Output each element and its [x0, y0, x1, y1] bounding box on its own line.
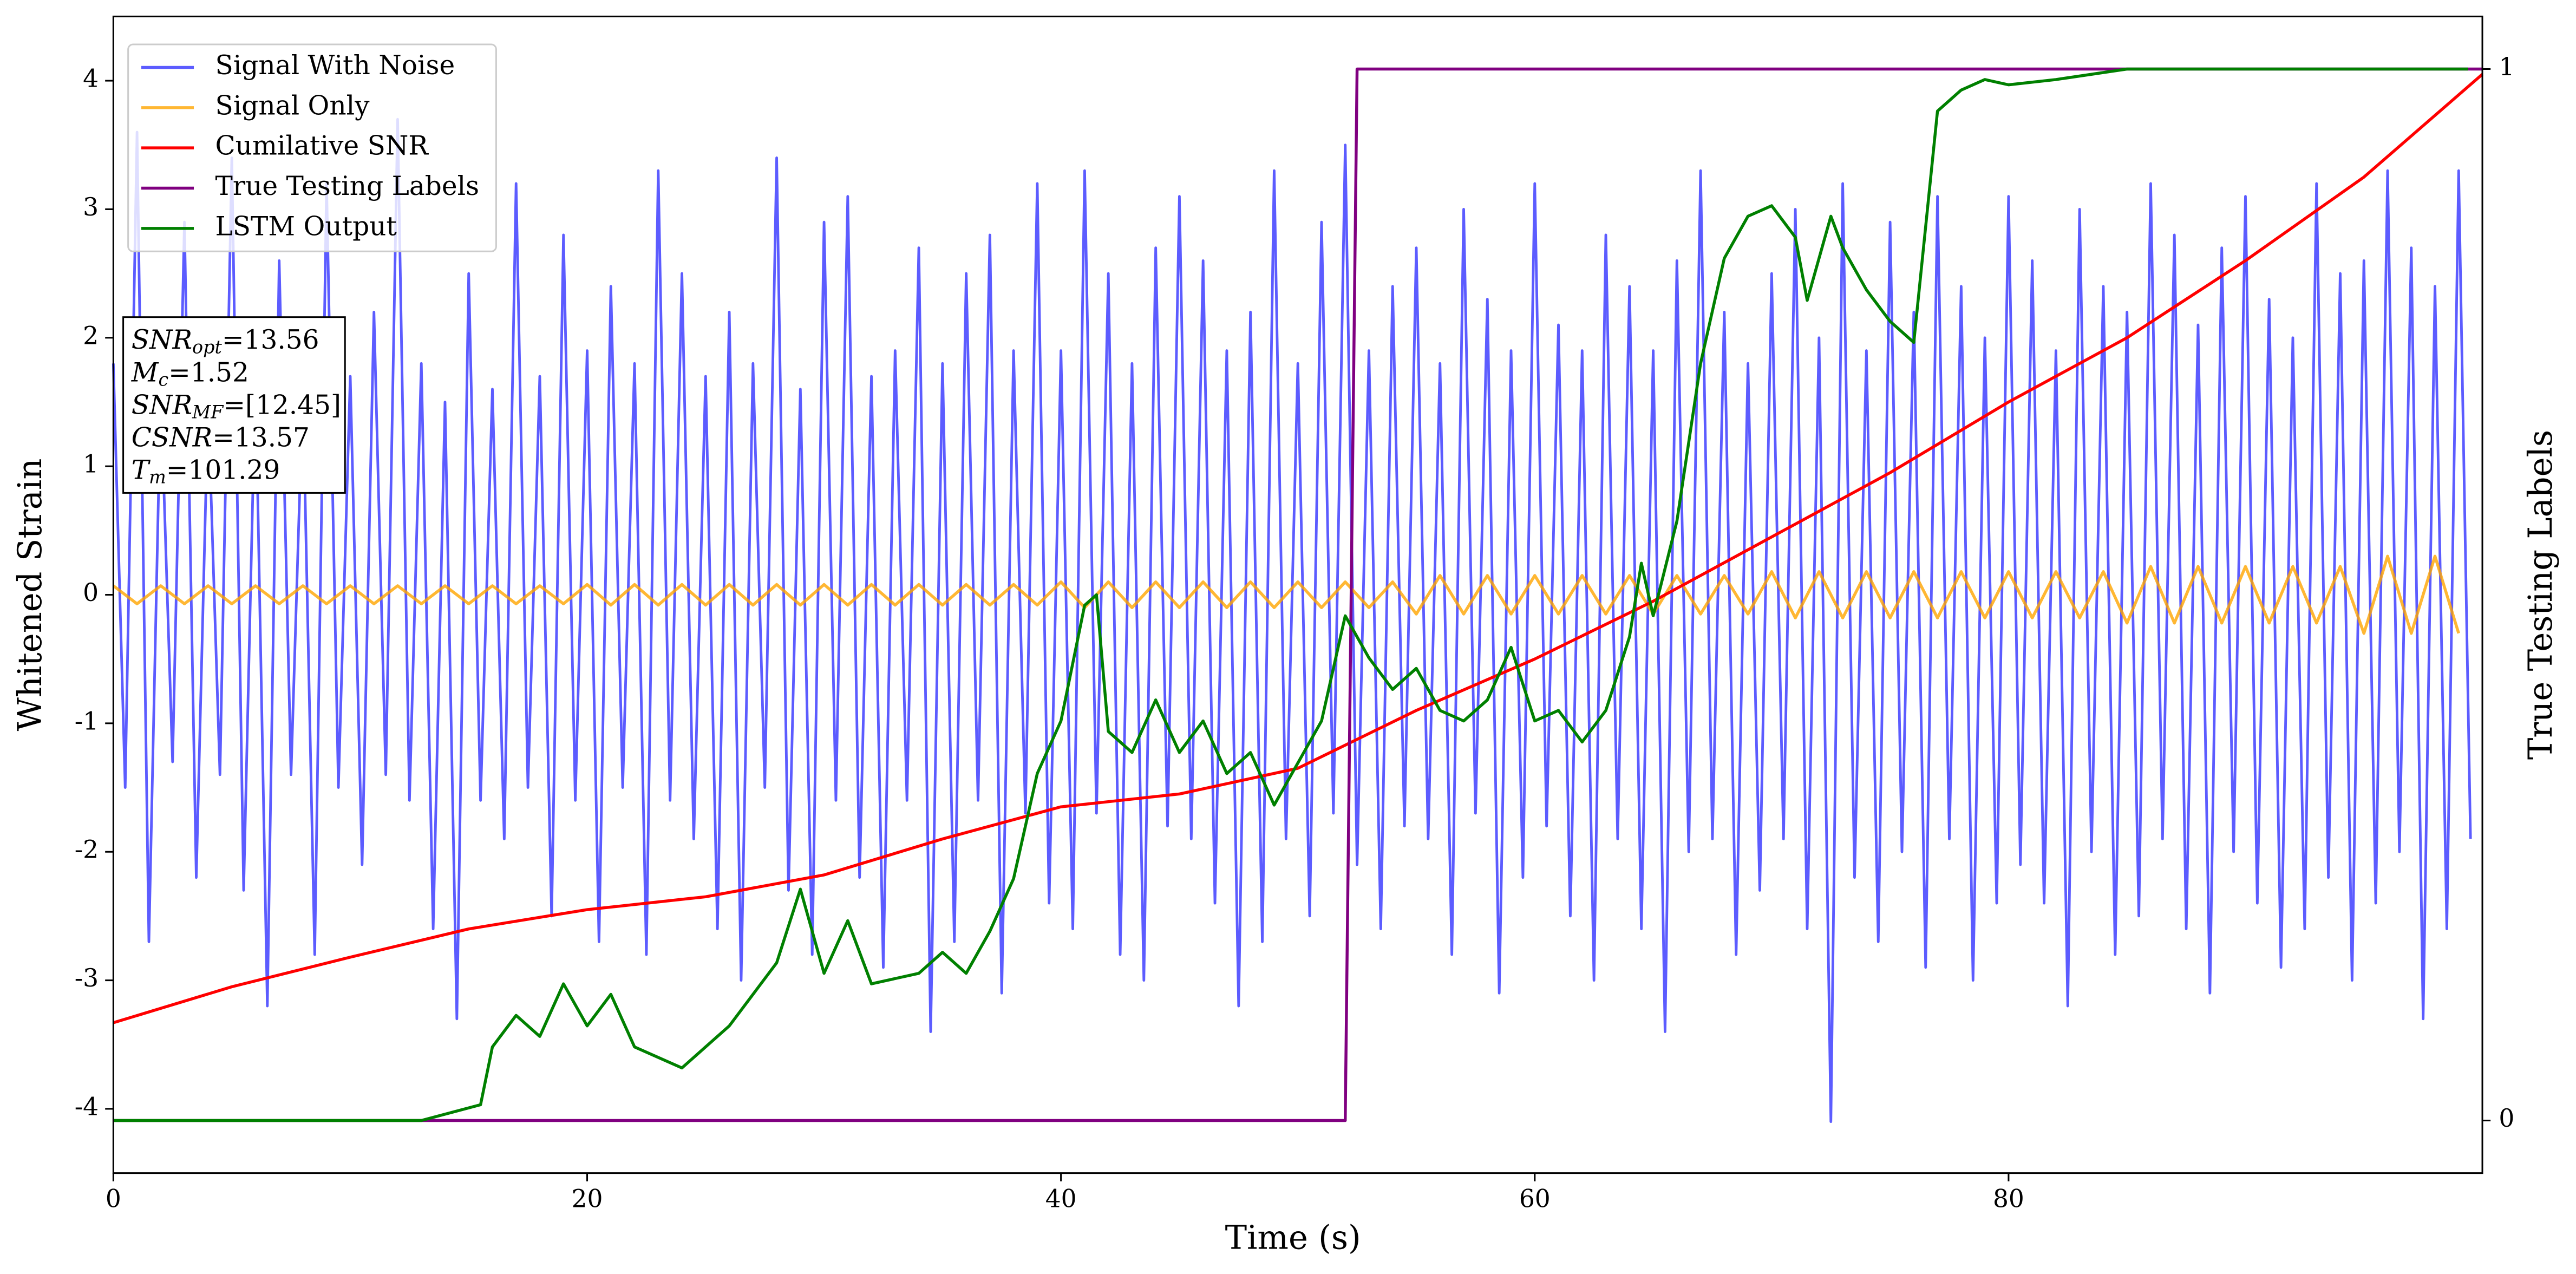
- y-tick-label: 1: [83, 450, 99, 479]
- x-tick-label: 80: [1993, 1185, 2024, 1213]
- annotation-line: CSNR=13.57: [132, 422, 310, 453]
- y-axis-label: Whitened Strain: [11, 459, 49, 731]
- legend: Signal With Noise Signal Only Cumilative S…: [127, 43, 497, 252]
- annotation-value: =13.57: [212, 422, 310, 453]
- annotation-name: M: [131, 357, 159, 388]
- plot-area: [112, 67, 2483, 1123]
- annotation-name: SNR: [132, 390, 192, 420]
- legend-label: Cumilative SNR: [215, 131, 429, 161]
- annotation-subscript: m: [149, 467, 166, 488]
- y-tick-label: 4: [83, 64, 99, 93]
- annotation-line: SNRMF=[12.45]: [132, 390, 341, 423]
- y-tick-label: 0: [83, 578, 99, 607]
- x-tick-label: 0: [106, 1185, 121, 1213]
- annotation: SNRopt=13.56Mc=1.52SNRMF=[12.45]CSNR=13.…: [122, 316, 346, 494]
- legend-box: [127, 43, 497, 252]
- series-line: [113, 67, 2468, 1122]
- series-line: [112, 554, 2460, 635]
- legend-label: True Testing Labels: [215, 171, 480, 201]
- legend-label: Signal With Noise: [215, 50, 455, 81]
- annotation-subscript: opt: [192, 336, 222, 357]
- annotation-value: =101.29: [166, 455, 280, 485]
- series-line: [113, 73, 2483, 1024]
- annotation-value: =13.56: [222, 325, 319, 355]
- annotation-subscript: c: [158, 369, 168, 390]
- annotation-line: Mc=1.52: [131, 357, 249, 390]
- legend-label: LSTM Output: [215, 211, 397, 241]
- x-tick-label: 40: [1045, 1185, 1077, 1213]
- x-tick-label: 60: [1519, 1185, 1551, 1213]
- annotation-name: CSNR: [132, 422, 212, 453]
- y-tick-label: 3: [83, 193, 99, 221]
- annotation-value: =1.52: [168, 357, 249, 388]
- annotation-value: =[12.45]: [223, 390, 341, 420]
- y2-axis-label: True Testing Labels: [2522, 430, 2560, 760]
- annotation-name: T: [132, 455, 151, 485]
- annotation-line: SNRopt=13.56: [132, 325, 319, 358]
- y2-tick-label: 0: [2499, 1104, 2514, 1133]
- series-line: [112, 117, 2472, 1123]
- annotation-name: SNR: [132, 325, 192, 355]
- y-tick-label: -2: [75, 835, 99, 864]
- y-tick-label: -1: [75, 707, 99, 735]
- y-tick-label: -4: [75, 1092, 99, 1121]
- legend-label: Signal Only: [215, 90, 370, 121]
- series-line: [113, 67, 2483, 1122]
- y-tick-label: -3: [75, 964, 99, 992]
- y-tick-label: 2: [83, 321, 99, 350]
- x-axis-label: Time (s): [1225, 1219, 1361, 1257]
- annotation-box: [122, 316, 346, 494]
- x-tick-label: 20: [572, 1185, 603, 1213]
- y2-tick-label: 1: [2499, 53, 2514, 81]
- annotation-subscript: MF: [192, 402, 224, 423]
- annotation-line: Tm=101.29: [132, 455, 280, 488]
